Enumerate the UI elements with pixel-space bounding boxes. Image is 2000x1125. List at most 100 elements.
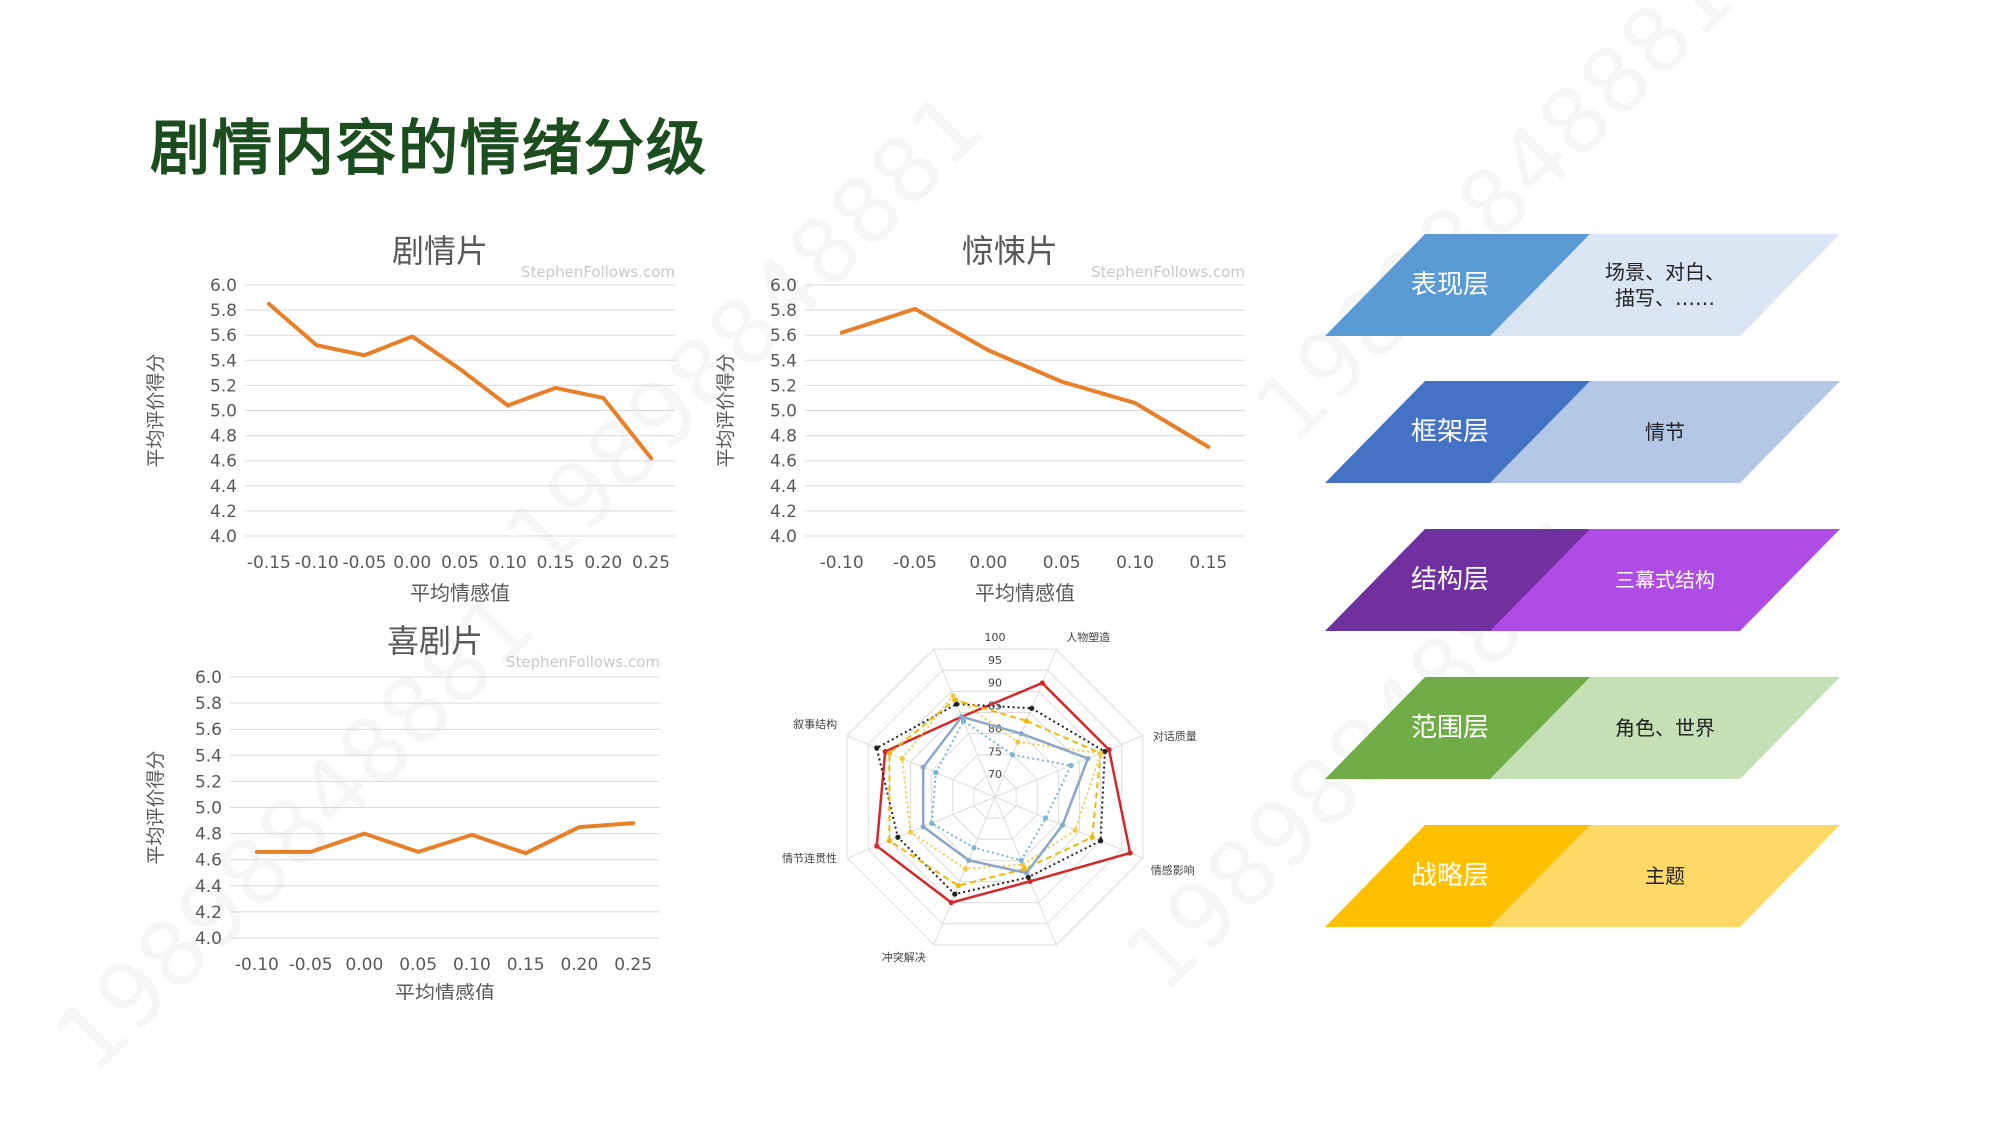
x-tick-label: 0.05 xyxy=(1043,553,1081,573)
layer-description: 情节 xyxy=(1645,420,1685,444)
radar-axis-label: 叙事结构 xyxy=(793,717,837,731)
radar-point xyxy=(882,748,888,755)
x-tick-label: 0.00 xyxy=(345,955,383,975)
y-tick-label: 5.2 xyxy=(195,772,222,792)
data-point xyxy=(506,403,510,407)
radar-tick-label: 75 xyxy=(988,745,1002,758)
layer-description: 三幕式结构 xyxy=(1615,568,1715,592)
y-tick-label: 5.8 xyxy=(195,694,222,714)
data-point xyxy=(458,367,462,371)
chart-source: StephenFollows.com xyxy=(506,653,660,671)
radar-point xyxy=(1059,822,1066,828)
x-axis-label: 平均情感值 xyxy=(395,981,495,1000)
data-point xyxy=(986,348,990,352)
radar-point xyxy=(920,764,926,770)
x-tick-label: 0.10 xyxy=(489,553,527,573)
x-tick-label: 0.20 xyxy=(584,553,622,573)
chart-source: StephenFollows.com xyxy=(521,263,675,281)
radar-point xyxy=(874,843,880,849)
radar-point xyxy=(920,824,926,830)
data-point xyxy=(1206,445,1210,449)
radar-point xyxy=(1025,874,1031,880)
layer-name-parallelogram xyxy=(1325,381,1590,483)
x-tick-label: 0.05 xyxy=(399,955,437,975)
radar-point xyxy=(1089,834,1095,840)
x-tick-label: -0.10 xyxy=(820,553,864,573)
data-point xyxy=(577,825,581,829)
layer-row: 战略层 主题 xyxy=(1325,825,1840,927)
data-point xyxy=(315,343,319,347)
layer-name: 结构层 xyxy=(1410,565,1489,595)
radar-point xyxy=(886,838,893,844)
data-point xyxy=(255,850,259,854)
radar-point xyxy=(962,866,968,872)
y-tick-label: 4.2 xyxy=(770,502,797,522)
y-tick-label: 5.4 xyxy=(210,351,237,371)
radar-point xyxy=(1018,857,1024,863)
y-tick-label: 5.4 xyxy=(770,351,797,371)
chart-title: 剧情片 xyxy=(392,232,488,270)
y-tick-label: 5.4 xyxy=(195,746,222,766)
layer-description: 场景、对白、 描写、…… xyxy=(1605,260,1725,310)
x-tick-label: 0.25 xyxy=(632,553,670,573)
y-tick-label: 4.2 xyxy=(210,502,237,522)
radar-point xyxy=(1097,838,1104,844)
y-tick-label: 4.0 xyxy=(770,527,797,547)
radar-point xyxy=(959,714,965,720)
thriller-line-chart: 6.0 5.8 5.6 5.4 5.2 5.0 4.8 4.6 4.4 4.2 4.0 -0.10 -0… xyxy=(715,232,1245,605)
y-tick-label: 5.0 xyxy=(210,402,237,422)
data-point xyxy=(410,334,414,338)
radar-point xyxy=(1020,861,1026,868)
radar-axis-label: 对话质量 xyxy=(1153,729,1197,743)
radar-point xyxy=(1068,762,1074,769)
radar-tick-label: 100 xyxy=(985,631,1006,644)
layer-row: 表现层 场景、对白、 描写、…… xyxy=(1325,234,1840,336)
radar-point xyxy=(1015,739,1021,745)
radar-point xyxy=(948,899,954,906)
y-tick-label: 5.2 xyxy=(770,376,797,396)
x-tick-label: 0.10 xyxy=(453,955,491,975)
radar-point xyxy=(1102,748,1108,755)
radar-point xyxy=(1127,850,1133,856)
y-tick-label: 5.6 xyxy=(195,720,222,740)
data-point xyxy=(470,833,474,837)
y-tick-label: 4.6 xyxy=(770,452,797,472)
radar-point xyxy=(966,857,972,863)
x-tick-label: -0.10 xyxy=(295,553,339,573)
radar-point xyxy=(952,891,958,897)
radar-point xyxy=(1106,747,1112,753)
radar-ring xyxy=(846,648,1144,946)
layer-name-parallelogram xyxy=(1325,234,1590,336)
layer-name-parallelogram xyxy=(1325,677,1590,779)
layer-name: 范围层 xyxy=(1410,713,1489,743)
x-axis-label: 平均情感值 xyxy=(410,581,510,605)
series-line xyxy=(266,301,654,461)
radar-point xyxy=(933,769,939,776)
layer-shape xyxy=(1325,529,1840,631)
radar-point xyxy=(1023,718,1030,724)
radar-point xyxy=(1023,870,1030,876)
radar-series xyxy=(875,681,1132,904)
radar-point xyxy=(1072,827,1078,833)
data-point xyxy=(554,386,558,390)
radar-tick-label: 90 xyxy=(988,677,1002,690)
y-axis-label: 平均评价得分 xyxy=(145,353,167,467)
y-tick-label: 4.4 xyxy=(210,477,237,497)
y-tick-label: 4.0 xyxy=(195,929,222,949)
radar-point xyxy=(1029,705,1035,711)
y-tick-label: 5.0 xyxy=(770,402,797,422)
x-tick-label: -0.05 xyxy=(342,553,386,573)
comedy-line-chart: 6.0 5.8 5.6 5.4 5.2 5.0 4.8 4.6 4.4 4.2 4.0 -0.10 -0… xyxy=(145,622,660,1000)
x-tick-label: -0.10 xyxy=(235,955,279,975)
x-tick-label: -0.05 xyxy=(893,553,937,573)
radar-point xyxy=(1027,878,1033,885)
y-tick-label: 4.6 xyxy=(195,851,222,871)
radar-axis-label: 情节连贯性 xyxy=(782,851,837,865)
layer-name: 战略层 xyxy=(1410,861,1489,891)
radar-axis-label: 情感影响 xyxy=(1151,864,1195,877)
y-tick-label: 5.8 xyxy=(770,301,797,321)
x-tick-label: 0.10 xyxy=(1116,553,1154,573)
layer-name: 框架层 xyxy=(1410,417,1489,447)
radar-point xyxy=(1018,731,1024,737)
